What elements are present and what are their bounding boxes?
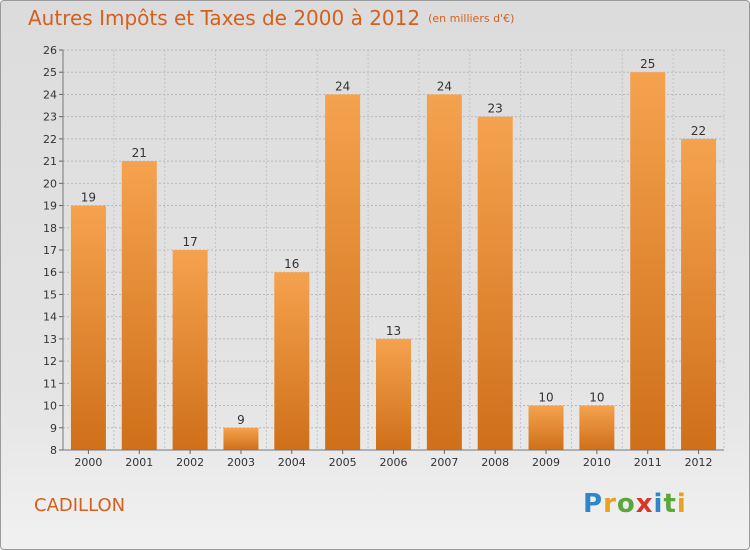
bar-value-label: 23 bbox=[488, 102, 503, 116]
bar-value-label: 9 bbox=[237, 413, 245, 427]
bar-2007 bbox=[426, 94, 462, 450]
chart-subtitle: (en milliers d'€) bbox=[428, 12, 515, 25]
y-tick-label: 9 bbox=[50, 422, 57, 435]
bar-2003 bbox=[223, 427, 259, 450]
bar-value-label: 16 bbox=[284, 257, 299, 271]
x-tick-label: 2011 bbox=[634, 456, 662, 469]
y-tick-label: 15 bbox=[43, 288, 57, 301]
x-tick-label: 2010 bbox=[583, 456, 611, 469]
y-tick-label: 21 bbox=[43, 155, 57, 168]
bar-2001 bbox=[121, 161, 157, 450]
x-tick-label: 2003 bbox=[227, 456, 255, 469]
bar-2008 bbox=[477, 116, 513, 451]
chart-title: Autres Impôts et Taxes de 2000 à 2012 (en… bbox=[28, 6, 514, 30]
y-tick-label: 26 bbox=[43, 44, 57, 57]
chart-title-text: Autres Impôts et Taxes de 2000 à 2012 bbox=[28, 6, 421, 30]
bar-value-label: 24 bbox=[335, 79, 350, 93]
x-tick-label: 2005 bbox=[329, 456, 357, 469]
y-tick-label: 16 bbox=[43, 266, 57, 279]
bar-value-label: 21 bbox=[132, 146, 147, 160]
y-tick-label: 10 bbox=[43, 400, 57, 413]
proxiti-logo: Proxiti bbox=[583, 489, 687, 519]
x-tick-label: 2008 bbox=[481, 456, 509, 469]
x-tick-label: 2006 bbox=[380, 456, 408, 469]
bar-2009 bbox=[528, 405, 564, 450]
x-tick-label: 2007 bbox=[430, 456, 458, 469]
bar-value-label: 10 bbox=[589, 391, 604, 405]
bar-layer: 19 21 17 9 16 24 13 24 23 10 10 25 22 bbox=[70, 57, 717, 451]
bar-value-label: 25 bbox=[640, 57, 655, 71]
x-tick-label: 2002 bbox=[176, 456, 204, 469]
y-tick-label: 12 bbox=[43, 355, 57, 368]
y-tick-label: 13 bbox=[43, 333, 57, 346]
y-tick-label: 19 bbox=[43, 200, 57, 213]
y-tick-label: 25 bbox=[43, 66, 57, 79]
y-tick-label: 23 bbox=[43, 111, 57, 124]
y-tick-label: 11 bbox=[43, 377, 57, 390]
bar-value-label: 24 bbox=[437, 79, 452, 93]
bar-2005 bbox=[325, 94, 361, 450]
y-tick-label: 14 bbox=[43, 311, 57, 324]
bar-2012 bbox=[681, 138, 717, 450]
bar-value-label: 10 bbox=[538, 391, 553, 405]
axis-layer: 8 9 10 11 12 13 14 15 16 17 18 19 20 21 22 23 24 25 26 2000… bbox=[43, 44, 724, 469]
x-tick-label: 2012 bbox=[685, 456, 713, 469]
bar-2006 bbox=[376, 338, 411, 450]
y-tick-label: 18 bbox=[43, 222, 57, 235]
bar-2004 bbox=[274, 272, 310, 450]
y-tick-label: 24 bbox=[43, 88, 57, 101]
x-tick-label: 2000 bbox=[74, 456, 102, 469]
y-tick-label: 17 bbox=[43, 244, 57, 257]
bar-2002 bbox=[172, 250, 208, 450]
bar-2000 bbox=[70, 205, 106, 450]
bar-value-label: 13 bbox=[386, 324, 401, 338]
bar-value-label: 17 bbox=[182, 235, 197, 249]
y-tick-label: 22 bbox=[43, 133, 57, 146]
x-tick-label: 2001 bbox=[125, 456, 153, 469]
bar-value-label: 22 bbox=[691, 124, 706, 138]
bar-2010 bbox=[579, 405, 615, 450]
commune-name: CADILLON bbox=[34, 495, 126, 516]
grid-layer bbox=[62, 49, 725, 451]
bar-2011 bbox=[630, 72, 666, 450]
y-tick-label: 20 bbox=[43, 177, 57, 190]
bar-value-label: 19 bbox=[81, 191, 96, 205]
x-tick-label: 2009 bbox=[532, 456, 560, 469]
y-tick-label: 8 bbox=[50, 444, 57, 457]
x-tick-label: 2004 bbox=[278, 456, 306, 469]
